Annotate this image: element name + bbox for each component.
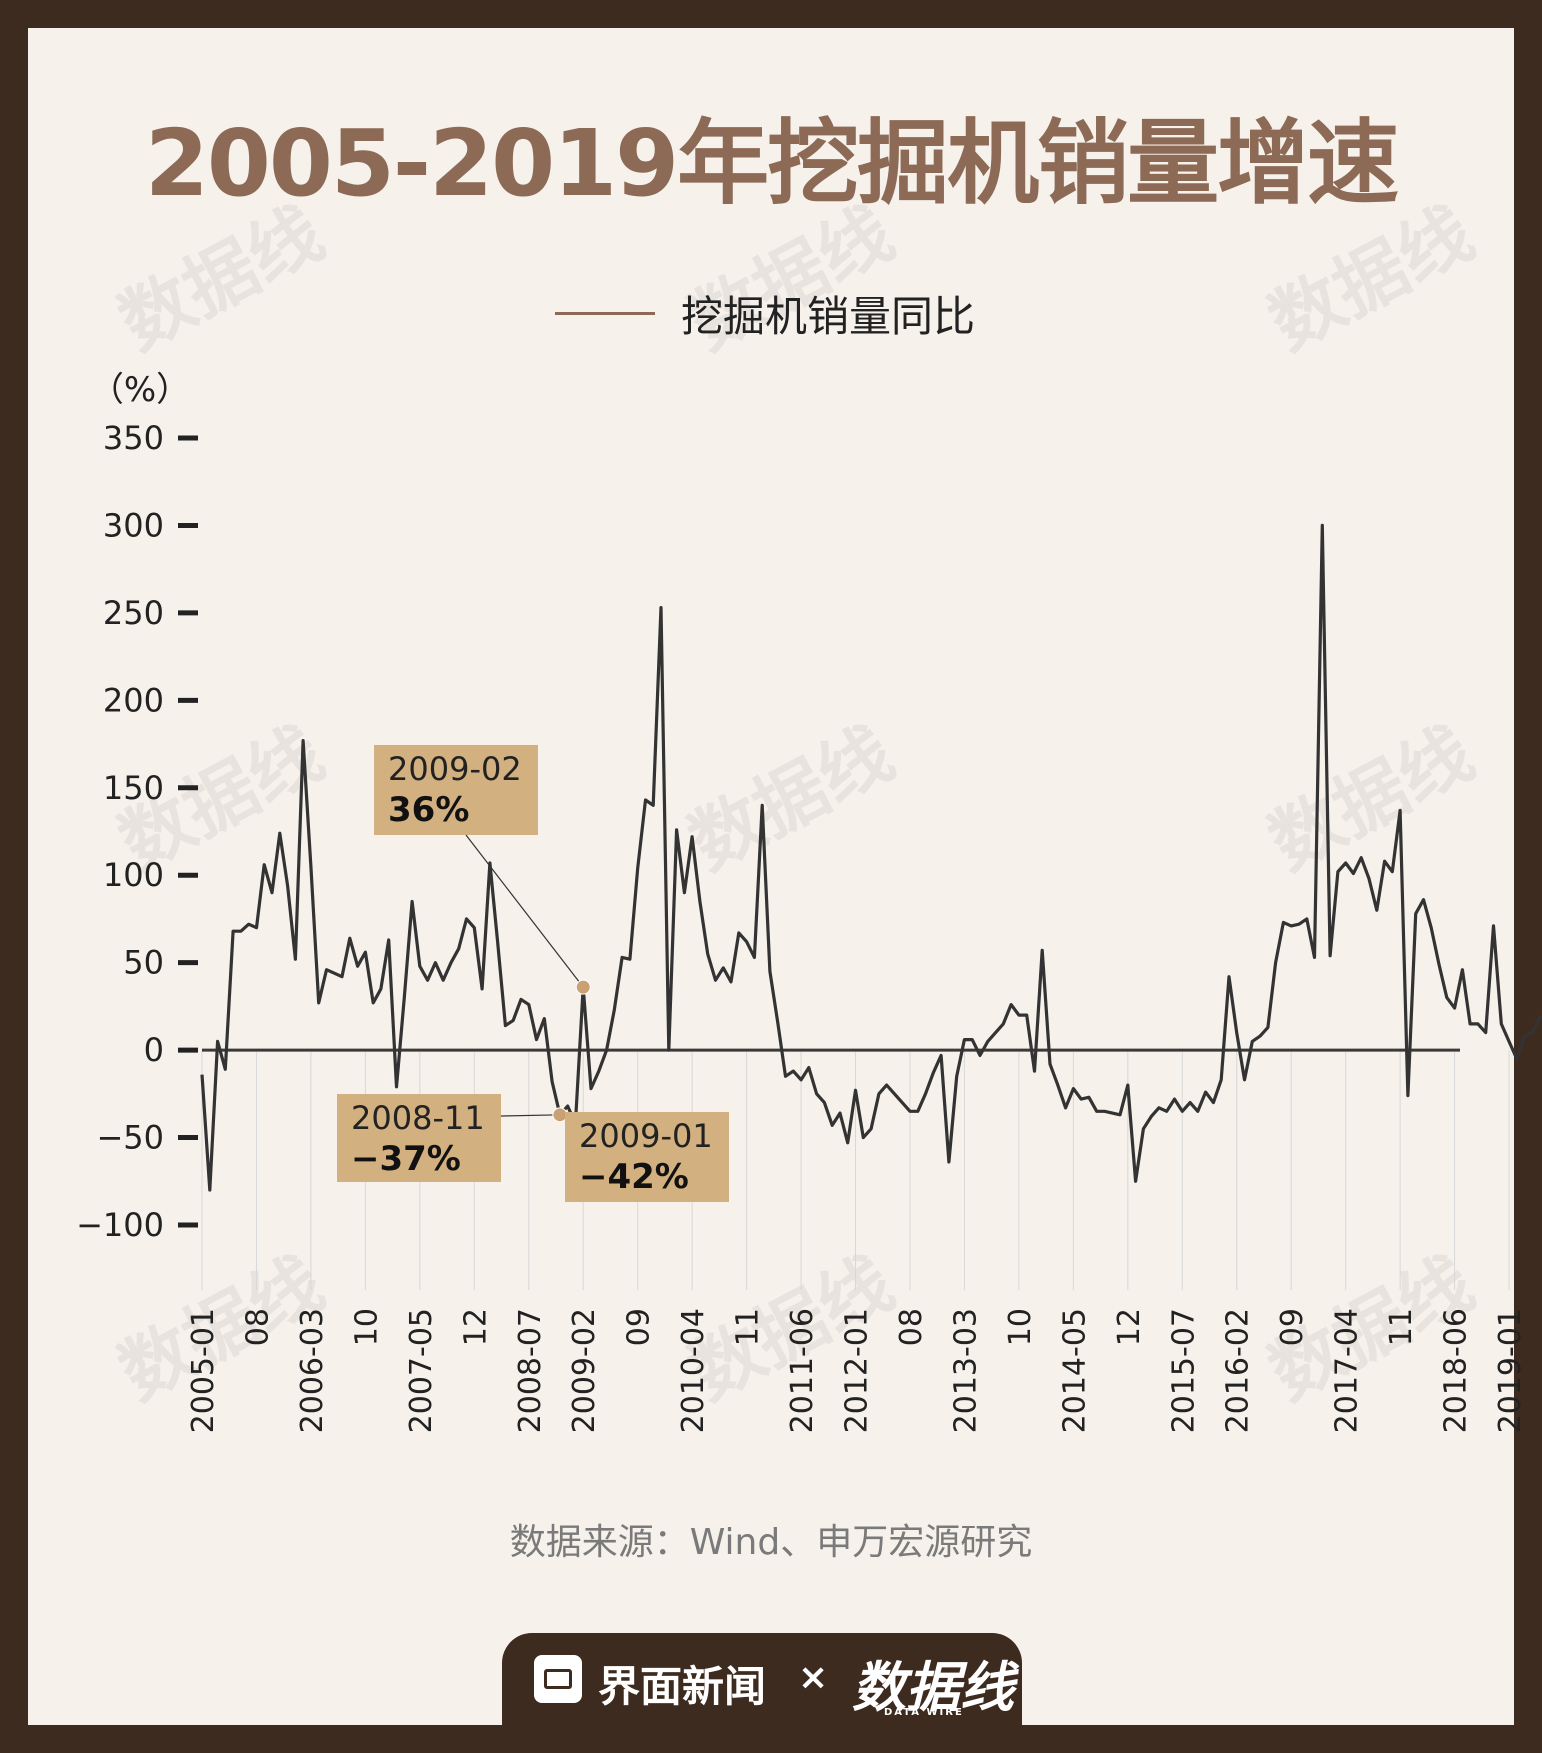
callout-marker bbox=[552, 1107, 568, 1123]
x-tick-label: 2008-07 bbox=[513, 1308, 548, 1433]
x-tick-label: 09 bbox=[1275, 1308, 1310, 1346]
callout-date: 2009-01 bbox=[579, 1117, 713, 1155]
x-tick-label: 08 bbox=[894, 1308, 929, 1346]
footer-times: × bbox=[798, 1657, 829, 1698]
x-tick-label: 12 bbox=[1112, 1308, 1147, 1346]
callout-marker bbox=[575, 979, 591, 995]
x-tick-label: 08 bbox=[240, 1308, 275, 1346]
x-tick-label: 09 bbox=[622, 1308, 657, 1346]
y-tick-label: 250 bbox=[103, 594, 164, 632]
legend-swatch bbox=[555, 311, 655, 315]
callout-box bbox=[565, 1112, 729, 1202]
footer-brand-datawire: 数据线 bbox=[852, 1656, 1014, 1719]
chart-title: 2005-2019年挖掘机销量增速 bbox=[144, 110, 1399, 217]
footer-brand: 界面新闻 bbox=[598, 1662, 767, 1711]
x-tick-label: 2013-03 bbox=[948, 1308, 983, 1433]
x-tick-label: 2007-05 bbox=[404, 1308, 439, 1433]
x-tick-label: 2005-01 bbox=[186, 1308, 221, 1433]
y-tick-label: 300 bbox=[103, 506, 164, 544]
x-tick-label: 2017-04 bbox=[1330, 1308, 1365, 1433]
x-tick-label: 2014-05 bbox=[1057, 1308, 1092, 1433]
x-tick-label: 2016-02 bbox=[1221, 1308, 1256, 1433]
x-tick-label: 2015-07 bbox=[1166, 1308, 1201, 1433]
callout-date: 2008-11 bbox=[351, 1099, 485, 1137]
x-tick-label: 10 bbox=[349, 1308, 384, 1346]
y-tick-label: 350 bbox=[103, 419, 164, 457]
callout-leader bbox=[465, 834, 584, 988]
x-tick-label: 12 bbox=[458, 1308, 493, 1346]
x-tick-label: 2006-03 bbox=[295, 1308, 330, 1433]
y-tick-label: 200 bbox=[103, 681, 164, 719]
callout-value: −37% bbox=[351, 1139, 461, 1179]
y-tick-label: −50 bbox=[96, 1119, 164, 1157]
legend-label: 挖掘机销量同比 bbox=[681, 291, 976, 341]
y-axis-unit: （%） bbox=[90, 370, 190, 410]
legend: 挖掘机销量同比 bbox=[555, 288, 975, 341]
callout-leader bbox=[500, 1114, 560, 1117]
x-tick-label: 2009-02 bbox=[567, 1308, 602, 1433]
x-tick-label: 11 bbox=[1384, 1308, 1419, 1346]
x-tick-label: 2012-01 bbox=[840, 1308, 875, 1433]
jiemian-logo-icon bbox=[534, 1655, 582, 1703]
callout-box bbox=[337, 1094, 501, 1182]
x-tick-label: 10 bbox=[1003, 1308, 1038, 1346]
callout-value: 36% bbox=[388, 790, 469, 830]
y-tick-label: 50 bbox=[123, 944, 164, 982]
x-tick-label: 2019-01 bbox=[1493, 1308, 1528, 1433]
callout-date: 2009-02 bbox=[388, 750, 522, 788]
callout-value: −42% bbox=[579, 1157, 689, 1197]
x-tick-label: 2018-06 bbox=[1439, 1308, 1474, 1433]
footer-brand-datawire-sub: DATA WIRE bbox=[884, 1707, 964, 1718]
x-tick-label: 11 bbox=[731, 1308, 766, 1346]
y-tick-label: −100 bbox=[76, 1206, 164, 1244]
y-tick-label: 150 bbox=[103, 769, 164, 807]
y-tick-label: 100 bbox=[103, 856, 164, 894]
x-tick-label: 2011-06 bbox=[785, 1308, 820, 1433]
x-tick-label: 2010-04 bbox=[676, 1308, 711, 1433]
data-source: 数据来源：Wind、申万宏源研究 bbox=[509, 1522, 1033, 1563]
footer-bar: 界面新闻 × 数据线 DATA WIRE bbox=[502, 1633, 1022, 1725]
series-line bbox=[200, 523, 1542, 1192]
y-tick-label: 0 bbox=[144, 1031, 164, 1069]
callout-box bbox=[374, 745, 538, 835]
